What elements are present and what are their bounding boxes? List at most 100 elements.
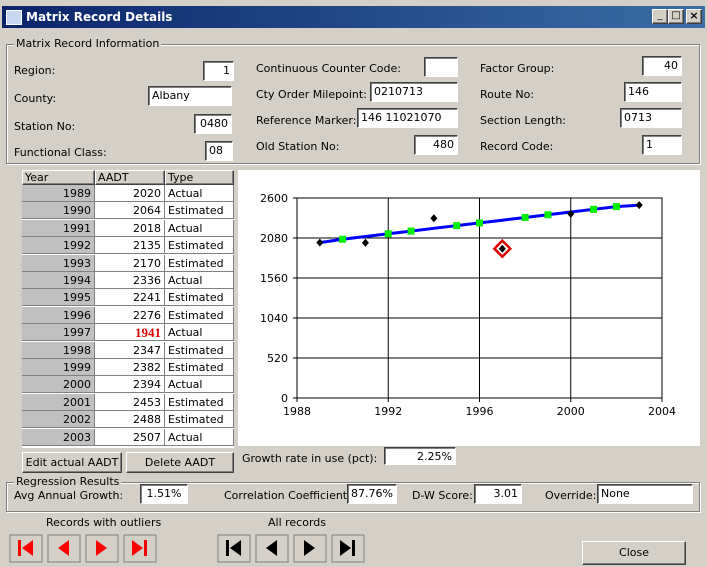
field-label: Record Code: xyxy=(480,140,553,153)
table-cell: 2276 xyxy=(95,307,165,324)
estimated-point xyxy=(453,222,460,229)
actual-point xyxy=(362,239,369,247)
field-label: Cty Order Milepoint: xyxy=(256,88,367,101)
y-tick-label: 1560 xyxy=(260,272,288,285)
table-cell: Actual xyxy=(165,376,234,393)
table-cell: 2347 xyxy=(95,342,165,359)
edit-button[interactable]: Edit actual AADT xyxy=(22,452,122,473)
last-outlier-button[interactable] xyxy=(124,535,156,562)
last-record-button[interactable] xyxy=(332,535,364,562)
y-tick-label: 2080 xyxy=(260,232,288,245)
regression-value: 1.51% xyxy=(140,484,188,504)
table-cell: 1991 xyxy=(22,220,95,237)
regression-label: Avg Annual Growth: xyxy=(14,489,123,502)
field-value: 146 11021070 xyxy=(357,108,458,128)
window-title: Matrix Record Details xyxy=(26,10,172,24)
first-record-button[interactable] xyxy=(218,535,250,562)
y-tick-label: 0 xyxy=(281,392,288,405)
next-outlier-button[interactable] xyxy=(86,535,118,562)
field-value: 480 xyxy=(414,135,458,155)
regression-label: Override: xyxy=(545,489,596,502)
close-x-button[interactable]: × xyxy=(686,9,702,24)
y-tick-label: 520 xyxy=(267,352,288,365)
outliers-nav-label: Records with outliers xyxy=(46,516,161,529)
info-legend: Matrix Record Information xyxy=(14,37,161,50)
field-label: Continuous Counter Code: xyxy=(256,62,401,75)
table-cell: Estimated xyxy=(165,255,234,272)
table-cell: Actual xyxy=(165,429,234,446)
navigation-buttons xyxy=(8,534,368,564)
prev-record-button[interactable] xyxy=(256,535,288,562)
maximize-button[interactable]: □ xyxy=(668,9,684,24)
table-cell: 2135 xyxy=(95,237,165,254)
growth-label: Growth rate in use (pct): xyxy=(242,452,377,465)
growth-value: 2.25% xyxy=(384,447,456,465)
table-cell: Actual xyxy=(165,272,234,289)
regression-value: 87.76% xyxy=(347,484,397,504)
table-cell: Estimated xyxy=(165,411,234,428)
estimated-point xyxy=(408,228,415,235)
prev-outlier-button[interactable] xyxy=(48,535,80,562)
table-cell: 2336 xyxy=(95,272,165,289)
field-value: 0480 xyxy=(194,114,232,134)
table-cell: 1990 xyxy=(22,202,95,219)
table-cell: 2453 xyxy=(95,394,165,411)
field-value xyxy=(424,57,458,77)
table-cell: 2488 xyxy=(95,411,165,428)
table-cell: 1994 xyxy=(22,272,95,289)
actual-point xyxy=(316,239,323,247)
field-label: Section Length: xyxy=(480,114,566,127)
column-header: Type xyxy=(165,170,234,185)
actual-point xyxy=(430,214,437,222)
regression-value: 3.01 xyxy=(474,484,522,504)
field-value: 40 xyxy=(642,56,682,76)
table-cell: 1993 xyxy=(22,255,95,272)
table-cell: 1996 xyxy=(22,307,95,324)
close-button[interactable]: Close xyxy=(582,541,686,565)
field-value: Albany xyxy=(148,86,232,106)
x-tick-label: 2004 xyxy=(648,405,676,418)
table-cell: 2020 xyxy=(95,185,165,202)
table-cell: 2002 xyxy=(22,411,95,428)
field-label: Old Station No: xyxy=(256,140,339,153)
estimated-point xyxy=(339,236,346,243)
table-cell: 1998 xyxy=(22,342,95,359)
table-cell: 2507 xyxy=(95,429,165,446)
regression-label: Correlation Coefficient: xyxy=(224,489,351,502)
delete-button[interactable]: Delete AADT xyxy=(126,452,234,473)
field-value: 146 xyxy=(624,82,682,102)
field-value: 0210713 xyxy=(370,82,458,102)
table-cell: Estimated xyxy=(165,359,234,376)
column-header: Year xyxy=(22,170,95,185)
table-cell: Actual xyxy=(165,185,234,202)
table-cell: 1989 xyxy=(22,185,95,202)
estimated-point xyxy=(522,214,529,221)
field-value: 1 xyxy=(203,61,234,81)
x-tick-label: 1992 xyxy=(374,405,402,418)
y-tick-label: 2600 xyxy=(260,192,288,205)
actual-point xyxy=(499,245,506,253)
table-cell: Actual xyxy=(165,220,234,237)
actual-point xyxy=(636,201,643,209)
minimize-button[interactable]: _ xyxy=(652,9,668,24)
x-tick-label: 2000 xyxy=(557,405,585,418)
x-tick-label: 1988 xyxy=(283,405,311,418)
field-label: Region: xyxy=(14,64,55,77)
table-cell: 2241 xyxy=(95,289,165,306)
table-cell: 2170 xyxy=(95,255,165,272)
field-label: Reference Marker: xyxy=(256,114,356,127)
first-outlier-button[interactable] xyxy=(10,535,42,562)
table-cell: Estimated xyxy=(165,289,234,306)
field-value: 08 xyxy=(205,141,233,161)
table-cell: 2394 xyxy=(95,376,165,393)
table-cell: 2001 xyxy=(22,394,95,411)
table-cell: 1941 xyxy=(95,324,165,341)
field-label: Functional Class: xyxy=(14,146,107,159)
table-cell: 1997 xyxy=(22,324,95,341)
field-value: 1 xyxy=(642,135,682,155)
table-cell: 2382 xyxy=(95,359,165,376)
next-record-button[interactable] xyxy=(294,535,326,562)
table-cell: 2000 xyxy=(22,376,95,393)
window-icon xyxy=(6,10,22,25)
